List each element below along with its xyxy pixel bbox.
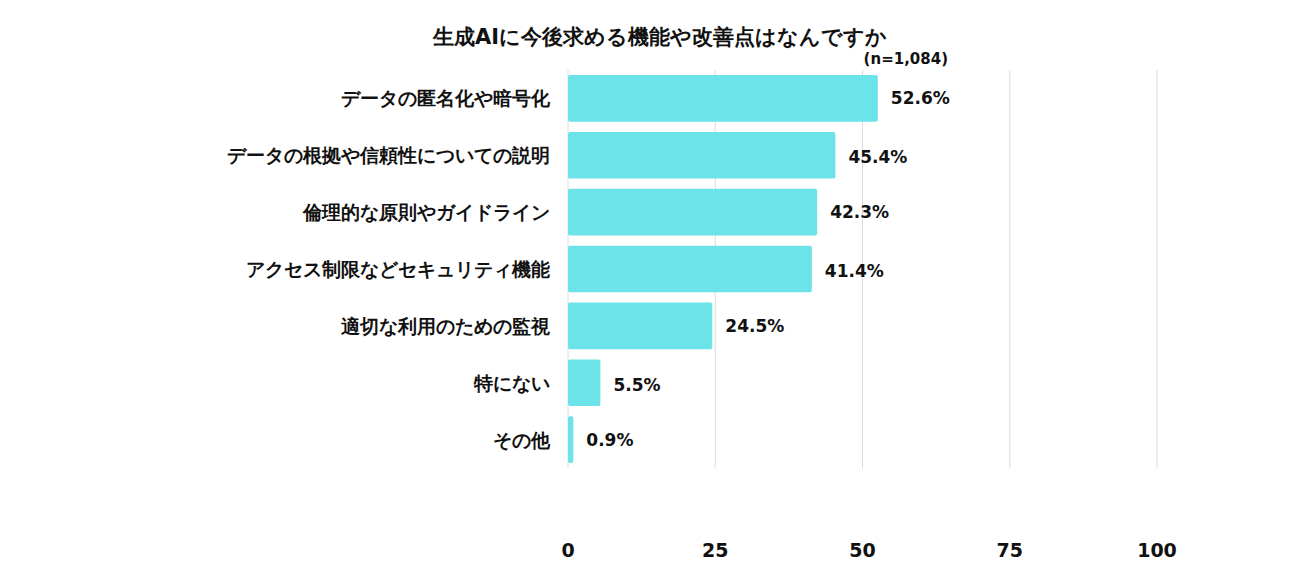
category-label: その他 <box>493 429 551 451</box>
category-label: 倫理的な原則やガイドライン <box>302 201 550 223</box>
bar <box>568 246 812 293</box>
grid-line <box>1009 70 1010 468</box>
bar <box>568 303 712 350</box>
bar <box>568 75 878 122</box>
tick-label: 0 <box>561 539 574 561</box>
chart: 生成AIに今後求める機能や改善点はなんですか(n=1,084) 0 25 50 75 10… <box>0 0 1298 571</box>
title: 生成AIに今後求める機能や改善点はなんですか <box>432 25 887 49</box>
grid-line <box>1157 70 1158 468</box>
category-label: アクセス制限などセキュリティ機能 <box>246 258 550 280</box>
data-label: 42.3% <box>830 202 889 222</box>
category-label: 適切な利用のための監視 <box>341 315 550 337</box>
subtitle: (n=1,084) <box>864 50 948 68</box>
data-label: 41.4% <box>825 261 884 281</box>
data-label: 45.4% <box>848 147 907 167</box>
tick-label: 100 <box>1137 539 1177 561</box>
bar <box>568 416 573 463</box>
data-label: 52.6% <box>891 88 950 108</box>
category-label: 特にない <box>473 372 550 394</box>
tick-label: 50 <box>849 539 875 561</box>
tick-label: 75 <box>997 539 1023 561</box>
bar <box>568 189 817 236</box>
data-label: 5.5% <box>613 375 660 395</box>
category-label: データの根拠や信頼性についての説明 <box>227 144 550 166</box>
bar <box>568 132 835 179</box>
data-label: 24.5% <box>725 316 784 336</box>
data-label: 0.9% <box>586 430 633 450</box>
category-label: データの匿名化や暗号化 <box>341 87 551 109</box>
labels: データの匿名化や暗号化 52.6% データの根拠や信頼性についての説明 45.4% 倫理… <box>227 87 950 450</box>
grid <box>568 70 1157 468</box>
tick-label: 25 <box>702 539 728 561</box>
bar <box>568 359 600 406</box>
